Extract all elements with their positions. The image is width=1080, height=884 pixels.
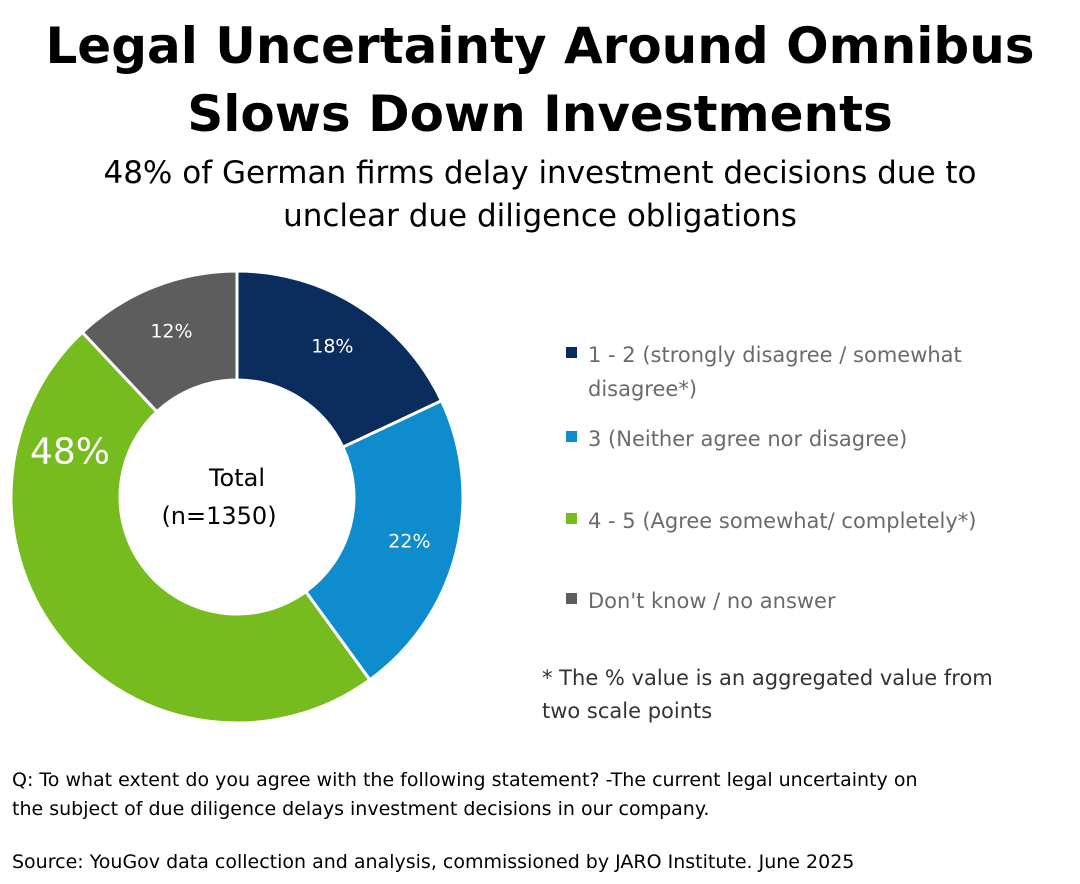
legend-swatch [566,347,577,358]
chart-subtitle-line-2: unclear due diligence obligations [283,198,797,234]
chart-subtitle: 48% of German firms delay investment dec… [0,152,1080,238]
center-label-n: (n=1350) [161,502,276,530]
legend-label: 4 - 5 (Agree somewhat/ completely*) [588,509,977,533]
legend-item-strongly-disagree: 1 - 2 (strongly disagree / somewhat disa… [566,338,1026,406]
legend-label-line-2: disagree*) [588,377,698,401]
footnote-line-1: * The % value is an aggregated value fro… [542,666,993,690]
slice-label-neither: 22% [388,530,430,552]
survey-question-line-1: Q: To what extent do you agree with the … [12,769,918,791]
donut-slice-labels: 18% 22% 48% 12% [30,320,431,552]
legend-item-agree: 4 - 5 (Agree somewhat/ completely*) [566,504,1026,538]
slice-label-agree: 48% [30,432,110,473]
chart-title-line-1: Legal Uncertainty Around Omnibus [45,17,1035,75]
chart-title: Legal Uncertainty Around Omnibus Slows D… [0,12,1080,148]
legend-label: Don't know / no answer [588,589,836,613]
survey-question: Q: To what extent do you agree with the … [12,766,1072,824]
legend-label-line-1: 1 - 2 (strongly disagree / somewhat [588,343,962,367]
source-note: Source: YouGov data collection and analy… [12,851,855,873]
legend-item-neither: 3 (Neither agree nor disagree) [566,422,1026,456]
slice-strongly-disagree [235,269,444,450]
slice-label-strongly-disagree: 18% [311,336,353,358]
legend-swatch [566,431,577,442]
footnote-line-2: two scale points [542,699,713,723]
chart-subtitle-line-1: 48% of German firms delay investment dec… [103,155,977,191]
slice-neither [303,398,465,682]
aggregation-footnote: * The % value is an aggregated value fro… [542,662,1042,728]
slice-dont-know [80,269,239,414]
legend-swatch [566,593,577,604]
legend-swatch [566,513,577,524]
survey-question-line-2: the subject of due diligence delays inve… [12,798,710,820]
slice-label-dont-know: 12% [150,320,192,342]
legend-label: 3 (Neither agree nor disagree) [588,427,908,451]
center-label-total: Total [208,464,265,492]
donut-chart: 18% 22% 48% 12% Total (n=1350) [9,269,465,725]
donut-slices [9,269,465,725]
chart-title-line-2: Slows Down Investments [187,85,893,143]
slice-agree [9,330,372,725]
legend-item-dont-know: Don't know / no answer [566,584,1026,618]
